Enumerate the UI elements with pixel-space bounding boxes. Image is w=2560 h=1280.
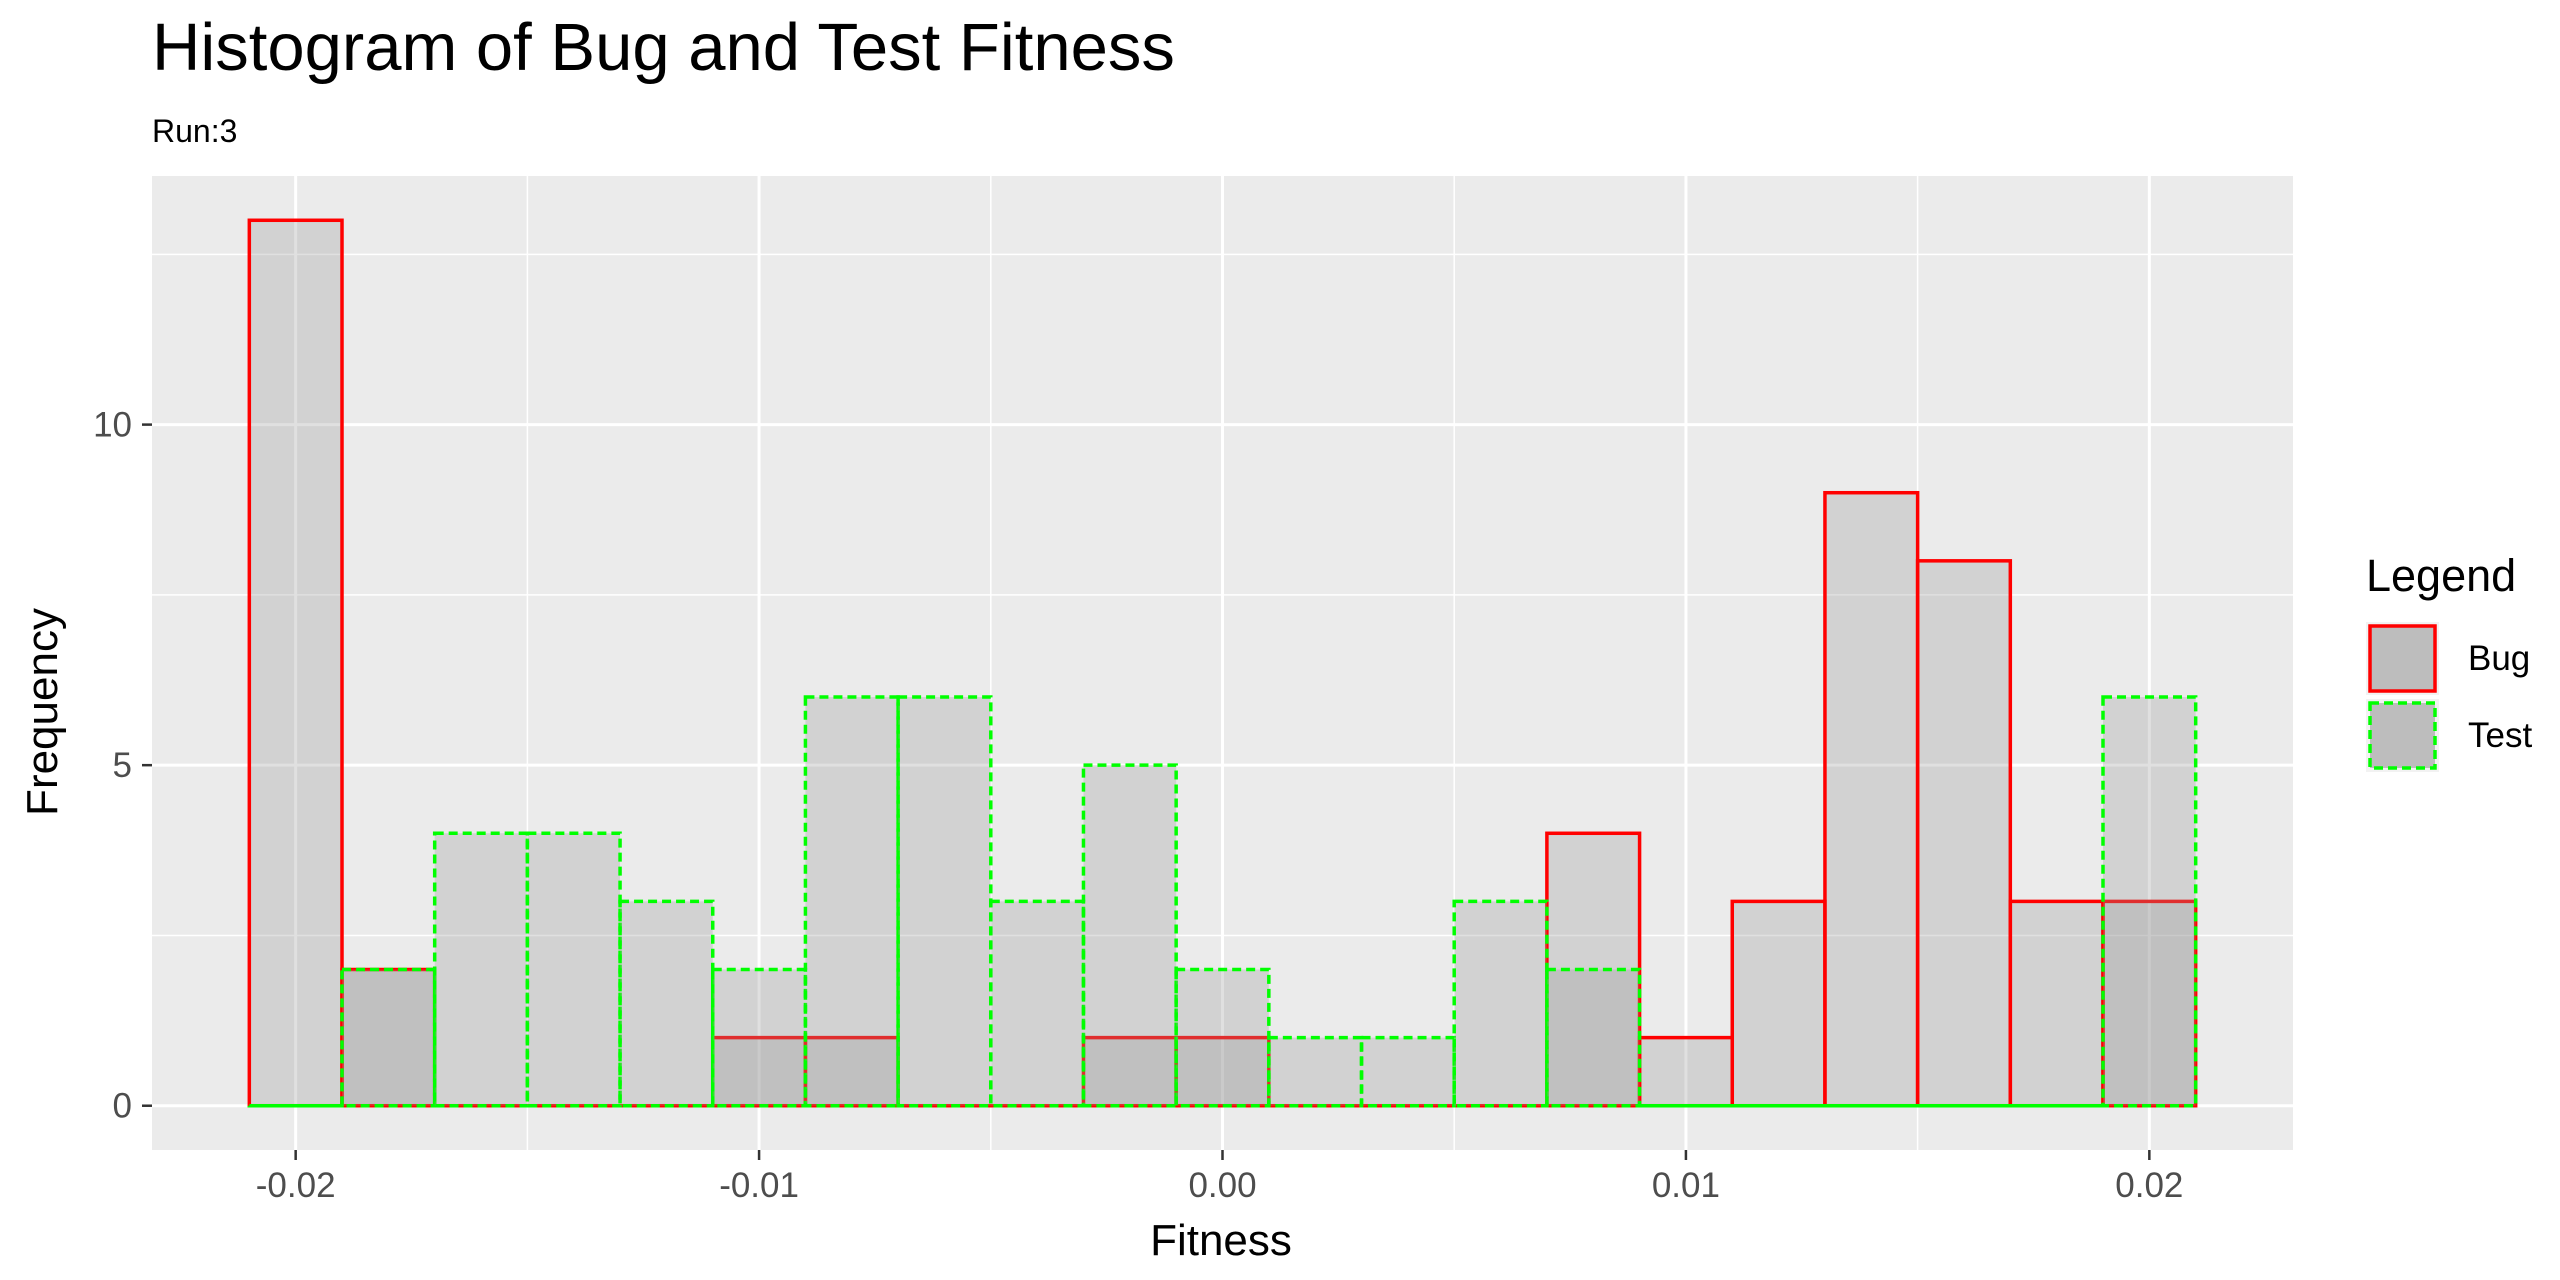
chart-title: Histogram of Bug and Test Fitness: [152, 10, 1175, 85]
bar-bug: [1915, 559, 2013, 1108]
bar-test: [710, 967, 808, 1108]
x-tick-label: -0.01: [719, 1166, 799, 1205]
legend-swatch-test: [2368, 701, 2437, 770]
bar-test: [525, 831, 622, 1108]
chart-subtitle: Run:3: [152, 113, 237, 149]
x-axis-title: Fitness: [1150, 1216, 1292, 1265]
x-tick-label: 0.00: [1188, 1166, 1256, 1205]
histogram-bars: [247, 218, 2198, 1108]
y-tick-label: 5: [113, 746, 132, 785]
major-gridlines: [152, 176, 2293, 1150]
bar-test: [340, 967, 437, 1108]
bar-test: [1452, 899, 1549, 1108]
y-tick-label: 10: [93, 406, 132, 445]
bar-test: [1359, 1035, 1456, 1108]
bar-test: [989, 899, 1086, 1108]
bar-bug: [803, 1035, 900, 1108]
legend: Legend Bug Test: [2366, 550, 2532, 772]
y-axis: 0 5 10: [93, 406, 152, 1126]
legend-swatch-bug: [2368, 624, 2437, 693]
bar-bug: [1823, 490, 1920, 1108]
bar-test: [2101, 695, 2198, 1108]
bar-test: [1174, 967, 1271, 1108]
bar-test: [1081, 763, 1178, 1108]
x-tick-label: -0.02: [256, 1166, 336, 1205]
x-tick-label: 0.02: [2115, 1166, 2183, 1205]
bar-bug: [2008, 899, 2105, 1108]
y-tick-label: 0: [113, 1087, 132, 1126]
bar-test: [1267, 1035, 1364, 1108]
x-axis: -0.02 -0.01 0.00 0.01 0.02: [256, 1150, 2183, 1205]
bar-bug: [1174, 1035, 1271, 1108]
bar-bug: [1081, 1035, 1178, 1108]
bar-test: [618, 899, 715, 1108]
legend-label-bug: Bug: [2468, 639, 2530, 678]
x-tick-label: 0.01: [1652, 1166, 1720, 1205]
bar-bug: [1730, 899, 1827, 1108]
y-axis-title: Frequency: [18, 608, 67, 816]
bar-test: [432, 831, 530, 1108]
bar-test: [803, 695, 900, 1108]
bar-bug: [1637, 1035, 1735, 1108]
legend-title: Legend: [2366, 550, 2516, 601]
legend-label-test: Test: [2468, 716, 2532, 755]
bar-test: [1545, 967, 1642, 1108]
bar-bug: [247, 218, 344, 1108]
bar-test: [896, 695, 993, 1108]
